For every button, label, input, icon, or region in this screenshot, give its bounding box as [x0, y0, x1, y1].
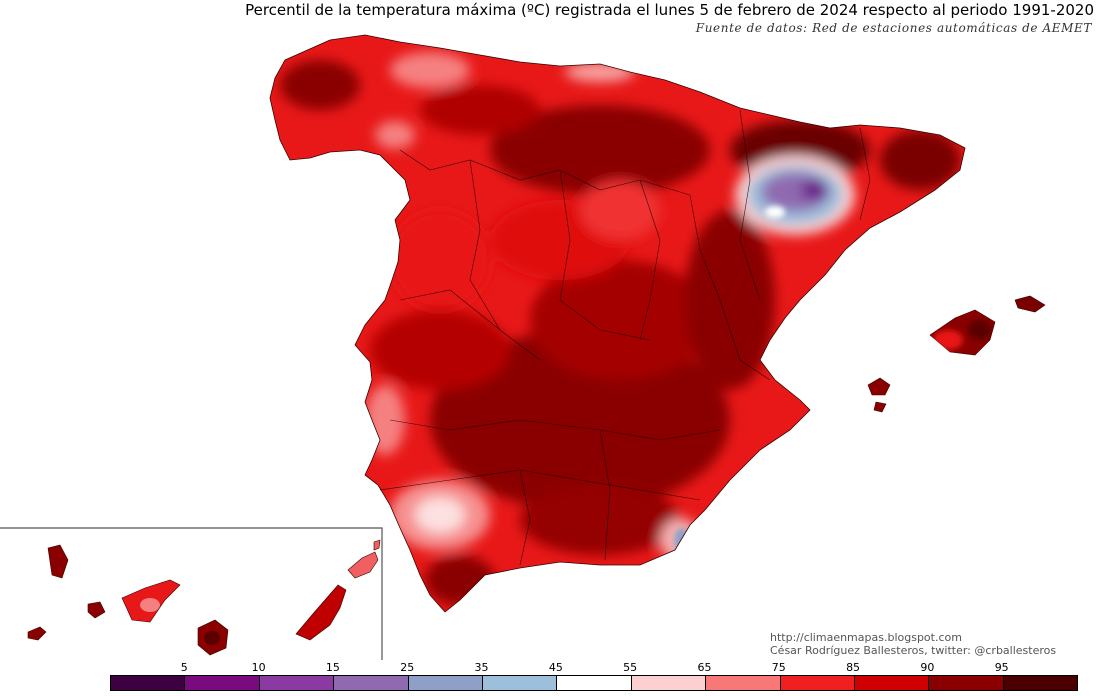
- legend-tick-label: 35: [474, 661, 489, 674]
- legend-swatch: [482, 676, 558, 690]
- color-legend: 5 10 15 25 35 45 55 65 75 85 90 95: [110, 661, 1078, 693]
- legend-swatch: [185, 676, 260, 690]
- legend-swatch: [111, 676, 186, 690]
- legend-tick-label: 65: [697, 661, 712, 674]
- credits-author: César Rodríguez Ballesteros, twitter: @c…: [770, 644, 1057, 657]
- legend-color-bar: [110, 675, 1078, 691]
- balearic-islands: [867, 295, 1046, 413]
- legend-tick-label: 55: [623, 661, 638, 674]
- legend-tick-label: 95: [994, 661, 1009, 674]
- legend-swatch: [929, 676, 1004, 690]
- legend-tick-labels: 5 10 15 25 35 45 55 65 75 85 90 95: [110, 661, 1078, 675]
- legend-swatch: [631, 676, 707, 690]
- legend-tick-label: 90: [920, 661, 935, 674]
- legend-tick-label: 10: [251, 661, 266, 674]
- credits-url[interactable]: http://climaenmapas.blogspot.com: [770, 631, 962, 644]
- credits: http://climaenmapas.blogspot.com César R…: [770, 631, 1056, 657]
- legend-tick-label: 75: [771, 661, 786, 674]
- legend-tick-label: 45: [548, 661, 563, 674]
- legend-tick-label: 5: [180, 661, 188, 674]
- legend-swatch: [1003, 676, 1078, 690]
- legend-tick-label: 15: [325, 661, 340, 674]
- map-title: Percentil de la temperatura máxima (ºC) …: [245, 1, 1094, 19]
- legend-swatch: [408, 676, 483, 690]
- legend-swatch: [780, 676, 855, 690]
- map-canvas: [0, 34, 1046, 660]
- legend-tick-label: 25: [400, 661, 415, 674]
- peninsula-landmass: [269, 34, 966, 613]
- legend-swatch: [706, 676, 781, 690]
- legend-tick-label: 85: [846, 661, 861, 674]
- map-source: Fuente de datos: Red de estaciones autom…: [695, 21, 1092, 35]
- legend-swatch: [854, 676, 930, 690]
- canary-islands-inset: [0, 527, 383, 660]
- legend-swatch: [259, 676, 335, 690]
- legend-swatch: [334, 676, 409, 690]
- legend-swatch: [557, 676, 632, 690]
